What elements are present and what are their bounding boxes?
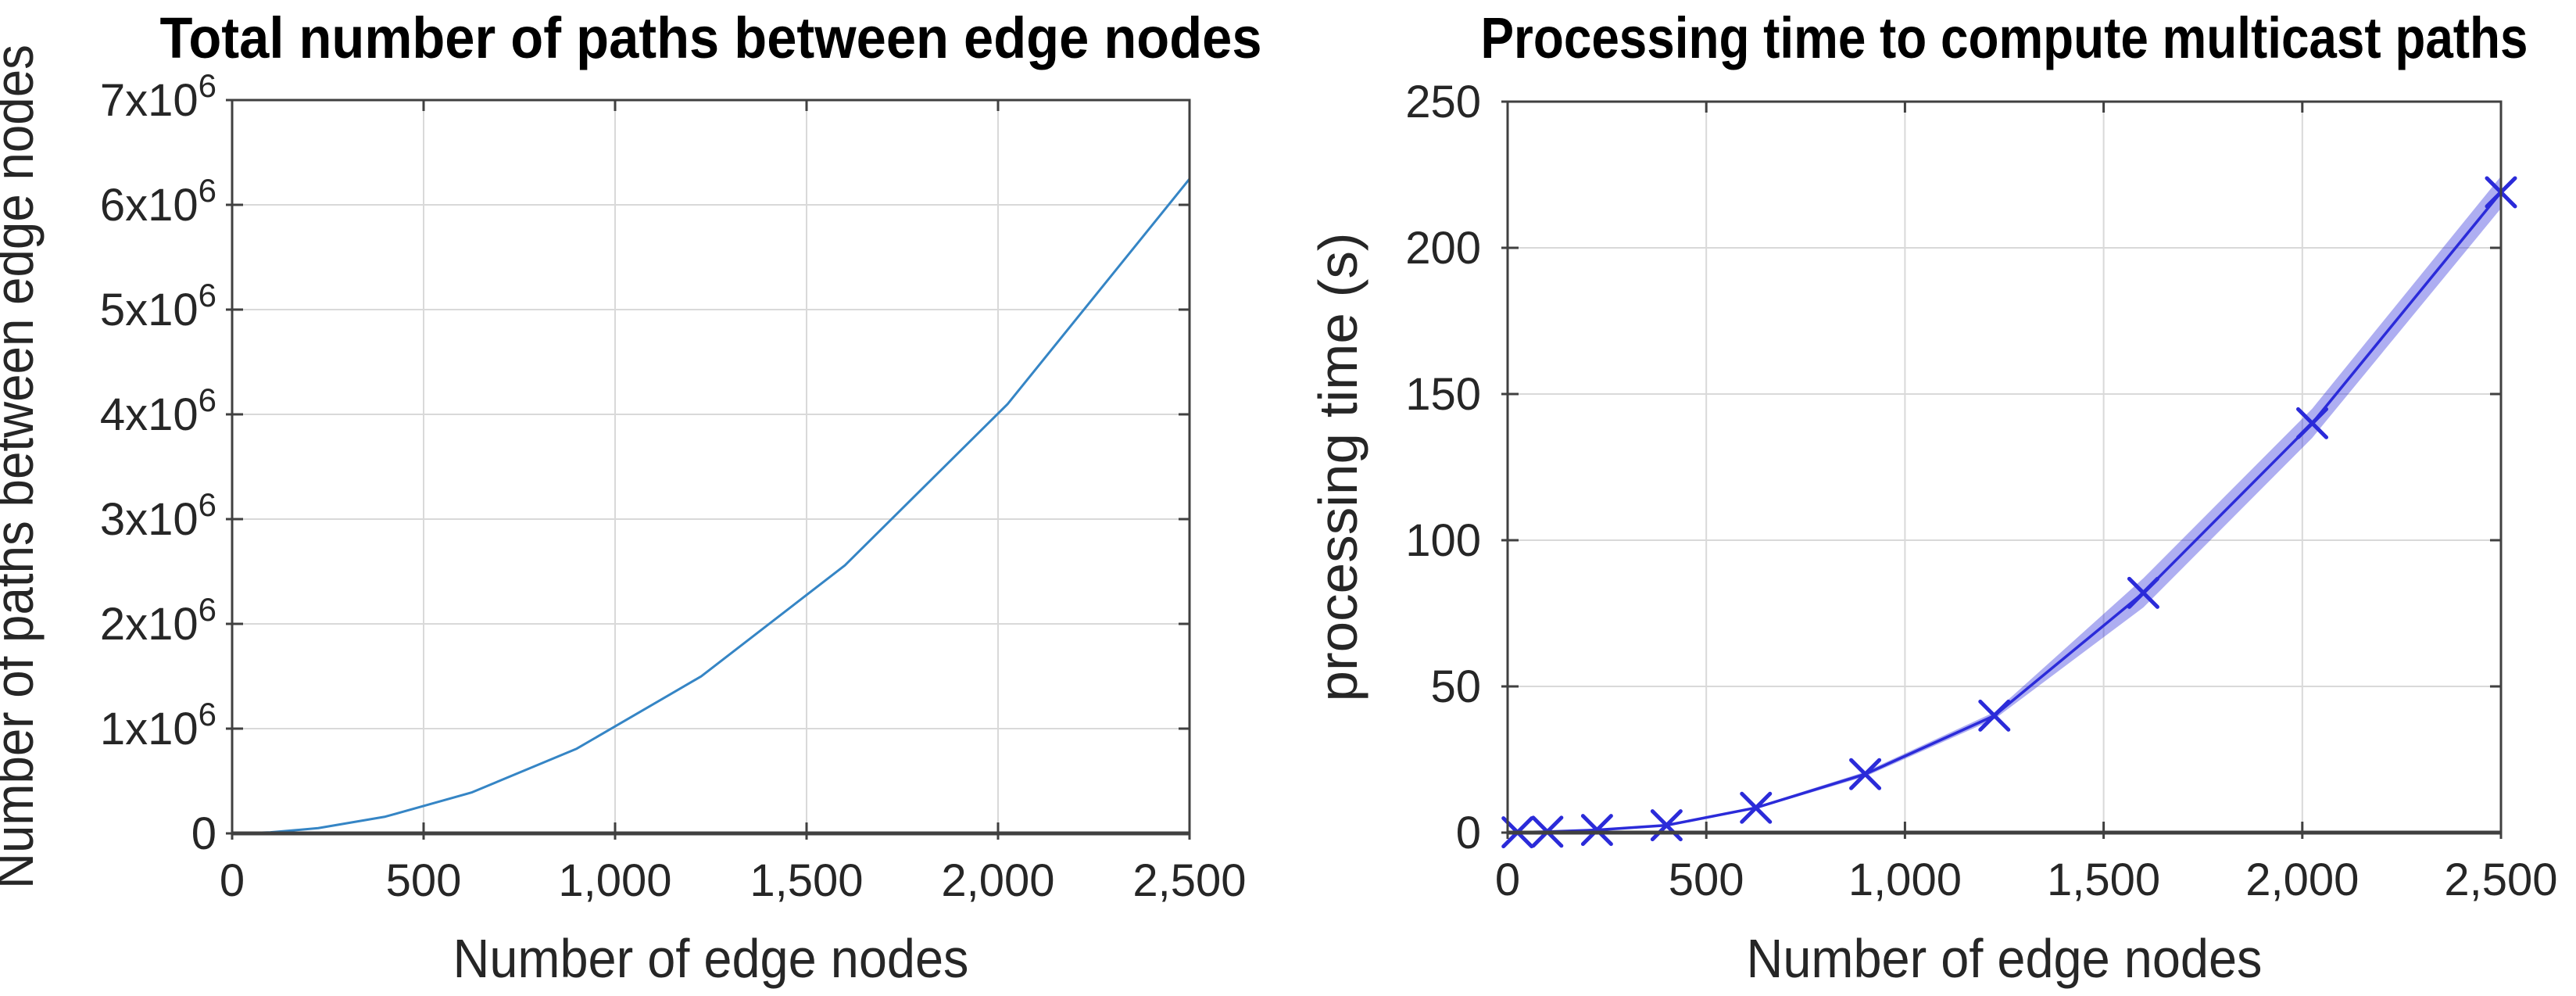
x-tick-label: 1,000 — [558, 855, 671, 906]
data-marker-x — [1740, 791, 1773, 824]
x-axis-label: Number of edge nodes — [453, 928, 969, 989]
data-line — [1517, 191, 2503, 834]
y-tick-label: 50 — [1430, 661, 1481, 712]
data-marker-x — [1849, 758, 1882, 790]
x-tick-label: 1,000 — [1848, 854, 1962, 905]
processing-time-chart-panel: 0 500 1,000 1,500 2,000 2,500 0 50 100 150 200 250P… — [1308, 5, 2558, 989]
y-axis-label: Number of paths between edge nodes — [0, 45, 45, 889]
data-marker-x — [1978, 699, 2011, 732]
y-tick-label: 3x106 — [100, 486, 216, 545]
x-tick-label: 500 — [1669, 854, 1744, 905]
x-axis-label: Number of edge nodes — [1747, 928, 2263, 989]
y-tick-label: 4x106 — [100, 382, 216, 440]
x-tick-label: 2,000 — [941, 855, 1054, 906]
y-tick-label: 5x106 — [100, 277, 216, 335]
data-marker-x — [1650, 809, 1683, 842]
y-tick-label: 250 — [1405, 77, 1481, 127]
x-tick-label: 1,500 — [2047, 854, 2160, 905]
data-marker-x — [1580, 814, 1613, 847]
y-tick-label: 6x106 — [100, 172, 216, 231]
x-tick-label: 0 — [220, 855, 245, 906]
data-marker-x — [2296, 407, 2329, 439]
x-tick-label: 2,500 — [1132, 855, 1246, 906]
y-tick-label: 100 — [1405, 515, 1481, 566]
x-tick-label: 1,500 — [750, 855, 863, 906]
y-tick-label: 0 — [1456, 808, 1481, 858]
x-tick-label: 0 — [1495, 854, 1520, 905]
data-marker-x — [2127, 576, 2159, 609]
y-tick-label: 7x106 — [100, 67, 216, 126]
axis-frame — [231, 99, 1191, 835]
paths-chart-panel: 0 500 1,000 1,500 2,000 2,500 0 1x106 2x106 3x106… — [0, 5, 1262, 989]
y-tick-label: 2x106 — [100, 591, 216, 650]
x-tick-label: 500 — [386, 855, 462, 906]
y-tick-label: 0 — [191, 808, 216, 859]
confidence-band — [1517, 176, 2501, 833]
y-axis-label: processing time (s) — [1308, 233, 1368, 702]
x-tick-label: 2,000 — [2245, 854, 2359, 905]
chart-title: Processing time to compute multicast pat… — [1481, 5, 2528, 70]
y-tick-label: 200 — [1405, 223, 1481, 274]
y-tick-label: 1x106 — [100, 696, 216, 754]
x-tick-label: 2,500 — [2444, 854, 2557, 905]
chart-title: Total number of paths between edge nodes — [160, 5, 1262, 70]
y-tick-label: 150 — [1405, 369, 1481, 420]
data-line — [242, 177, 1191, 835]
